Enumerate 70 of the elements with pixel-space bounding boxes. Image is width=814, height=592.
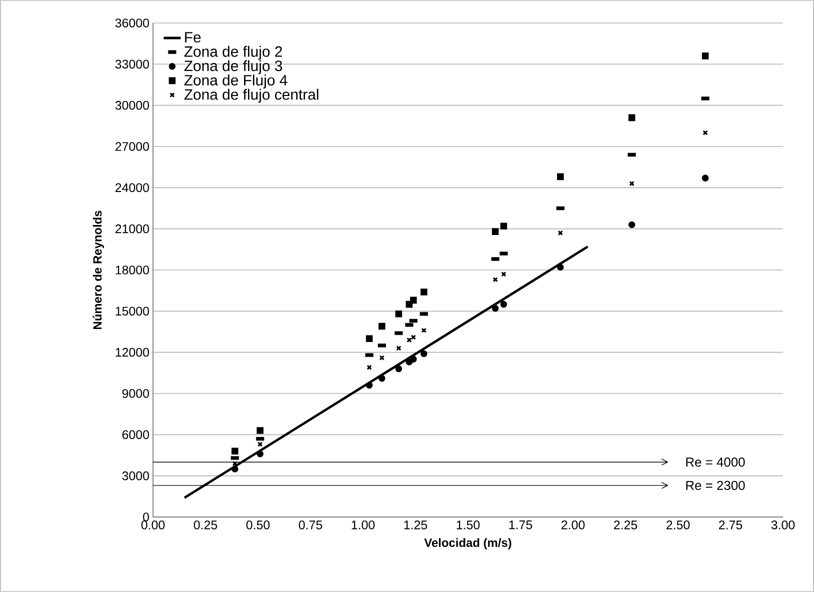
- legend-label: Zona de Flujo 4: [184, 74, 288, 88]
- y-axis-title: Número de Reynolds: [92, 210, 104, 329]
- x-tick-label: 2.25: [614, 520, 638, 530]
- x-tick-label: 2.75: [719, 520, 742, 530]
- point: [366, 382, 373, 389]
- y-tick-label: 9000: [122, 389, 149, 398]
- x-tick-label: 3.00: [771, 520, 795, 530]
- x-tick-label: 0.75: [298, 520, 322, 530]
- point: [421, 328, 427, 334]
- point: [379, 355, 385, 360]
- point: [232, 448, 238, 455]
- legend-label: Fe: [185, 32, 201, 43]
- legend-label: Zona de flujo 3: [184, 60, 282, 74]
- point: [366, 335, 373, 342]
- point: [396, 346, 402, 351]
- legend-label: Zona de flujo 2: [184, 46, 282, 60]
- y-tick-label: 36000: [115, 18, 149, 28]
- point: [500, 222, 508, 230]
- point: [702, 174, 709, 182]
- point: [492, 276, 498, 282]
- x-tick-label: 1.00: [352, 520, 375, 530]
- x-tick-label: 1.50: [456, 520, 480, 530]
- point: [492, 305, 499, 312]
- point: [500, 300, 508, 308]
- x-tick-label: 1.75: [509, 520, 532, 530]
- point: [257, 442, 263, 447]
- point: [410, 356, 417, 363]
- y-tick-label: 0: [143, 512, 149, 522]
- point: [410, 334, 416, 340]
- point: [558, 230, 564, 236]
- point: [410, 296, 417, 304]
- point: [420, 288, 428, 296]
- ref-line-label: Re = 2300: [686, 480, 745, 490]
- point: [628, 221, 636, 228]
- x-tick-label: 1.25: [404, 520, 428, 530]
- point: [256, 450, 264, 458]
- ref-line-label: Re = 4000: [686, 458, 745, 467]
- point: [256, 427, 264, 434]
- point: [629, 180, 634, 186]
- y-tick-label: 21000: [115, 224, 149, 234]
- y-tick-label: 18000: [116, 266, 149, 274]
- point: [628, 114, 636, 122]
- point: [395, 365, 402, 372]
- y-tick-label: 6000: [122, 430, 149, 440]
- point: [501, 271, 506, 277]
- x-tick-label: 2.00: [562, 520, 585, 530]
- point: [366, 364, 372, 370]
- y-tick-label: 24000: [115, 183, 149, 192]
- x-tick-label: 2.50: [666, 520, 690, 530]
- point: [378, 375, 386, 382]
- y-tick-label: 27000: [115, 142, 149, 151]
- x-tick-label: 0.00: [141, 520, 165, 530]
- x-axis-title: Velocidad (m/s): [424, 538, 512, 550]
- legend-label: Zona de flujo central: [184, 88, 318, 103]
- point: [378, 322, 386, 330]
- point: [232, 466, 238, 472]
- point: [557, 173, 564, 180]
- point: [702, 52, 709, 60]
- y-tick-label: 12000: [116, 348, 149, 357]
- point: [395, 310, 402, 318]
- point: [492, 228, 499, 235]
- x-tick-label: 0.25: [194, 520, 218, 530]
- y-tick-label: 15000: [116, 306, 149, 316]
- point: [420, 350, 428, 358]
- x-tick-label: 0.50: [246, 520, 270, 530]
- y-tick-label: 30000: [115, 100, 149, 110]
- y-tick-label: 3000: [122, 471, 149, 480]
- point: [702, 130, 708, 136]
- y-tick-label: 33000: [115, 60, 149, 69]
- point: [557, 264, 564, 271]
